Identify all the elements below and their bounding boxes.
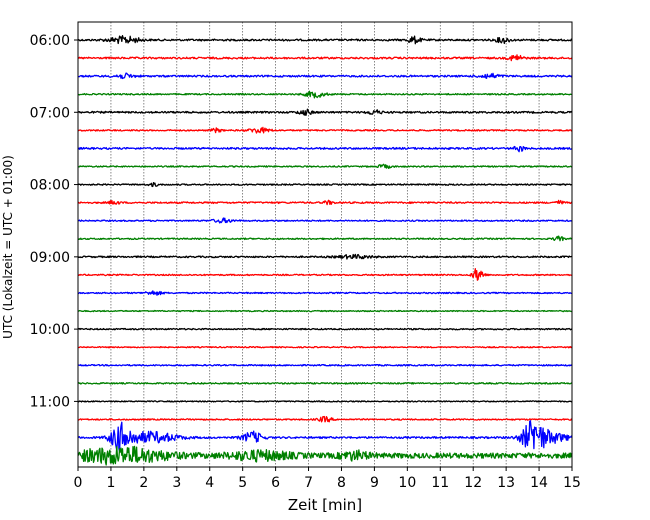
y-tick-label-10:00: 10:00 (30, 322, 70, 338)
trace-1100 (77, 400, 573, 403)
x-tick-label-7: 7 (304, 475, 313, 491)
x-axis-ticks: 0 1 2 3 4 5 6 7 8 9 10 11 12 13 14 15 (74, 467, 581, 491)
trace-0915 (77, 268, 573, 281)
plot-frame (77, 21, 573, 468)
trace-0845 (77, 235, 573, 242)
y-tick-label-09:00: 09:00 (30, 250, 70, 266)
trace-0630 (78, 72, 573, 80)
y-axis-ticks: 06:00 07:00 08:00 09:00 10:00 11:00 (30, 33, 78, 410)
x-axis-label: Zeit [min] (288, 496, 362, 514)
x-tick-label-11: 11 (431, 475, 449, 491)
y-tick-label-06:00: 06:00 (30, 33, 70, 49)
trace-0900 (77, 253, 573, 260)
y-tick-label-11:00: 11:00 (30, 394, 70, 410)
trace-1045 (77, 382, 573, 385)
vertical-gridlines (110, 22, 540, 467)
trace-0600 (77, 35, 572, 45)
x-tick-label-4: 4 (205, 475, 214, 491)
trace-0730 (77, 145, 573, 153)
x-tick-label-14: 14 (530, 475, 548, 491)
trace-0945 (78, 309, 572, 313)
x-tick-label-0: 0 (74, 475, 83, 491)
trace-0745 (77, 163, 572, 169)
trace-0800 (77, 182, 573, 188)
x-tick-label-13: 13 (497, 475, 515, 491)
trace-0815 (77, 199, 573, 206)
trace-1015 (77, 345, 573, 349)
x-tick-label-1: 1 (106, 475, 115, 491)
x-tick-label-9: 9 (370, 475, 379, 491)
x-tick-label-6: 6 (271, 475, 280, 491)
seismogram-traces (77, 35, 573, 466)
x-tick-label-12: 12 (464, 475, 482, 491)
trace-0715 (77, 126, 573, 134)
trace-0930 (77, 290, 573, 296)
y-tick-label-08:00: 08:00 (30, 178, 70, 194)
trace-1030 (77, 363, 573, 367)
x-tick-label-8: 8 (337, 475, 346, 491)
trace-1145 (77, 445, 573, 466)
trace-1130 (77, 420, 573, 453)
y-tick-label-07:00: 07:00 (30, 105, 70, 121)
x-tick-label-2: 2 (139, 475, 148, 491)
trace-0645 (77, 90, 572, 99)
trace-0700 (77, 108, 573, 117)
trace-0615 (77, 54, 573, 62)
trace-1000 (77, 327, 573, 331)
x-tick-label-10: 10 (398, 475, 416, 491)
x-tick-label-3: 3 (172, 475, 181, 491)
y-axis-label: UTC (Lokalzeit = UTC + 01:00) (1, 155, 15, 339)
x-tick-label-5: 5 (238, 475, 247, 491)
x-tick-label-15: 15 (563, 475, 581, 491)
trace-0830 (77, 217, 573, 224)
trace-1115 (78, 415, 573, 423)
